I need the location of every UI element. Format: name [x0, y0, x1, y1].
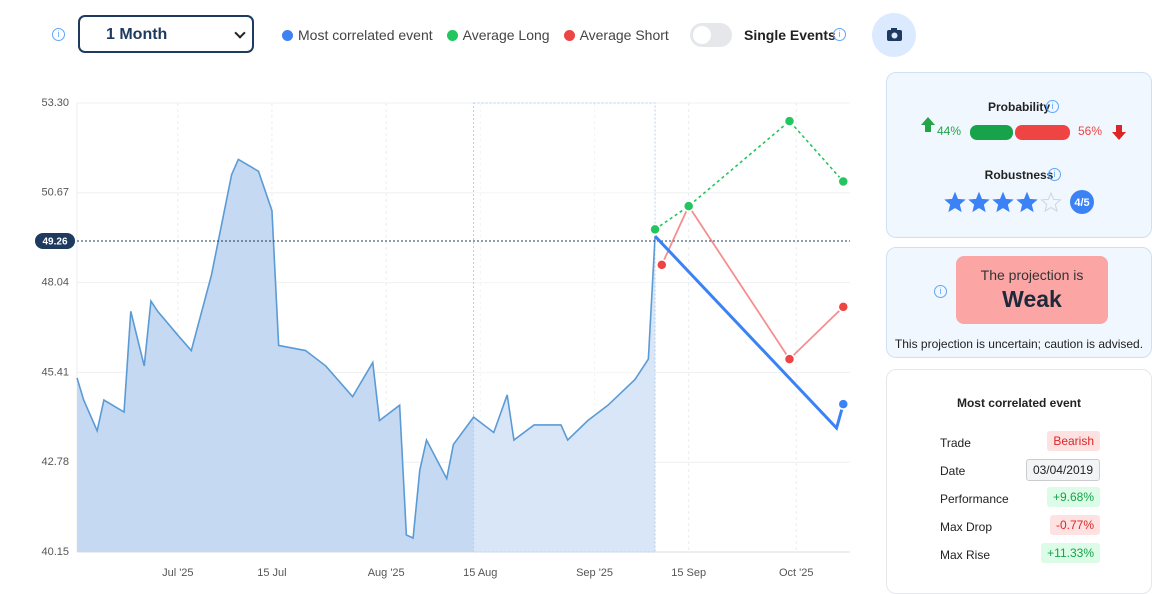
info-icon[interactable]: i — [833, 28, 846, 41]
legend: Most correlated event Average Long Average… — [282, 27, 669, 43]
toolbar: i 1 Month Most correlated event Average L… — [0, 0, 930, 70]
event-value: 03/04/2019 — [1025, 459, 1100, 481]
event-key: Performance — [940, 492, 1009, 506]
period-select[interactable]: 1 Month — [78, 15, 254, 53]
y-tick-label: 42.78 — [41, 456, 69, 468]
score-label: 4/5 — [1074, 197, 1089, 209]
series-marker — [837, 398, 850, 410]
legend-item: Most correlated event — [282, 27, 433, 43]
event-row: Date 03/04/2019 — [940, 459, 1100, 481]
probability-graphic: 44% 56% 4/5 — [921, 117, 1126, 214]
event-value: -0.77% — [1049, 515, 1100, 535]
score-badge — [1070, 190, 1094, 214]
up-bar — [970, 125, 1013, 140]
toggle-label: Single Events — [744, 27, 836, 43]
event-card: Most correlated event Trade Bearish Date 03… — [886, 369, 1152, 594]
series-marker — [656, 259, 668, 271]
series-marker — [783, 353, 796, 365]
info-icon[interactable]: i — [1048, 168, 1061, 181]
star — [944, 191, 966, 213]
x-tick-label: 15 Jul — [257, 567, 286, 579]
series-line — [654, 119, 844, 230]
x-tick-label: Jul '25 — [162, 567, 193, 579]
chart: 40.15 42.78 45.41 48.04 50.67 53.30 Jul '25 15 … — [35, 97, 850, 579]
y-tick-label: 50.67 — [41, 187, 69, 199]
toggle[interactable] — [690, 23, 732, 47]
star — [968, 191, 990, 213]
info-icon[interactable]: i — [934, 285, 947, 298]
current-value-pill — [35, 232, 75, 249]
event-title: Most correlated event — [956, 396, 1082, 410]
legend-swatch — [282, 29, 293, 41]
legend-swatch — [446, 29, 458, 41]
x-tick-label: Sep '25 — [576, 567, 613, 579]
star — [1040, 191, 1062, 213]
area-fill — [77, 159, 656, 552]
y-tick-label: 45.41 — [41, 366, 69, 378]
event-key: Date — [940, 464, 966, 478]
probability-label: Probability — [987, 100, 1050, 114]
event-key: Max Drop — [940, 520, 993, 534]
series-line — [653, 235, 845, 432]
star — [992, 191, 1014, 213]
star — [1016, 191, 1038, 213]
probability-card: Probability i 44% 56% 4/5 Robustness i — [886, 72, 1152, 238]
legend-item: Average Long — [446, 27, 550, 43]
up-arrow — [921, 117, 935, 132]
legend-item: Average Short — [563, 27, 669, 43]
y-tick-label: 40.15 — [41, 546, 69, 558]
event-value: Bearish — [1047, 431, 1100, 451]
series-marker — [783, 115, 796, 127]
up-label: 44% — [937, 124, 961, 138]
series-marker — [682, 200, 695, 212]
current-value-label: 49.26 — [42, 237, 67, 248]
robustness-label: Robustness — [984, 168, 1054, 182]
verdict-prefix: The projection is — [980, 267, 1084, 283]
info-icon[interactable]: i — [52, 28, 65, 41]
camera-button[interactable] — [872, 13, 916, 57]
legend-label: Average Short — [579, 27, 669, 43]
camera-icon — [887, 28, 902, 41]
event-value: +9.68% — [1046, 487, 1100, 507]
verdict-box: The projection is Weak — [956, 256, 1108, 324]
down-arrow — [1112, 125, 1126, 140]
y-tick-label: 53.30 — [41, 97, 69, 109]
projection-card: i The projection is Weak This projection… — [886, 247, 1152, 358]
projection-note: This projection is uncertain; caution is… — [894, 337, 1144, 351]
down-bar — [1015, 125, 1070, 140]
down-label: 56% — [1078, 124, 1102, 138]
series-marker — [649, 223, 661, 236]
x-tick-label: 15 Sep — [671, 567, 706, 579]
series-marker — [837, 301, 850, 313]
highlight-region — [473, 102, 656, 553]
verdict: Weak — [1002, 286, 1062, 312]
event-value: +11.33% — [1041, 543, 1100, 563]
series-line — [660, 204, 844, 361]
event-row: Performance +9.68% — [940, 487, 1100, 507]
event-row: Max Drop -0.77% — [940, 515, 1100, 535]
info-icon[interactable]: i — [1046, 100, 1059, 113]
event-key: Trade — [940, 436, 971, 450]
series-marker — [837, 175, 850, 188]
event-row: Trade Bearish — [940, 431, 1100, 451]
event-key: Max Rise — [940, 548, 991, 562]
x-tick-label: Aug '25 — [368, 567, 405, 579]
y-tick-label: 48.04 — [41, 277, 69, 289]
legend-label: Average Long — [462, 27, 550, 43]
legend-label: Most correlated event — [298, 27, 433, 43]
event-row: Max Rise +11.33% — [940, 543, 1100, 563]
price-line — [76, 158, 656, 540]
legend-swatch — [563, 29, 575, 41]
x-tick-label: 15 Aug — [463, 567, 497, 579]
x-tick-label: Oct '25 — [779, 567, 814, 579]
